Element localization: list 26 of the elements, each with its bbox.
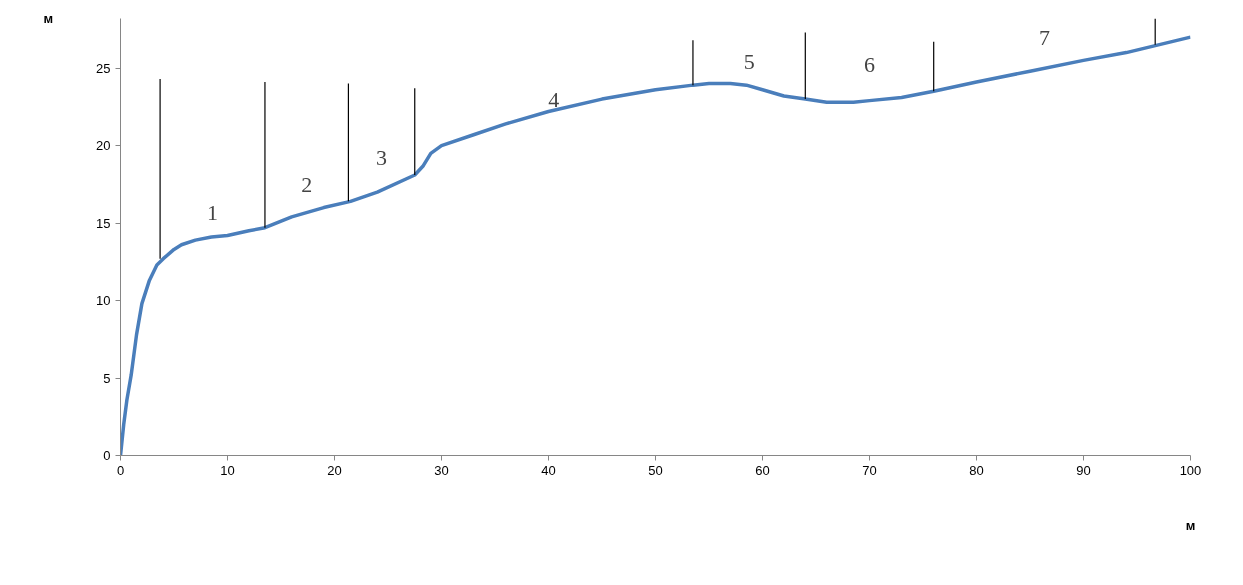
x-tick-label: 40 bbox=[541, 462, 556, 478]
y-tick-label: 0 bbox=[103, 448, 111, 463]
annotation: 7 bbox=[1038, 25, 1050, 51]
y-tick-label: 15 bbox=[96, 215, 111, 231]
x-tick-label: 100 bbox=[1179, 462, 1202, 478]
x-tick-label: 60 bbox=[755, 462, 770, 478]
annotation: 2 bbox=[301, 171, 313, 197]
y-axis-title: м bbox=[43, 11, 54, 26]
y-tick-label: 20 bbox=[96, 138, 111, 154]
x-tick-label: 10 bbox=[220, 462, 235, 478]
y-tick-label: 10 bbox=[96, 293, 111, 309]
annotation: 4 bbox=[548, 87, 560, 113]
annotation: 6 bbox=[864, 52, 875, 78]
x-tick-label: 20 bbox=[327, 462, 342, 478]
x-axis-title: м bbox=[1185, 517, 1196, 533]
y-tick-label: 25 bbox=[96, 60, 111, 76]
annotation: 1 bbox=[207, 200, 219, 226]
annotation: 5 bbox=[743, 49, 755, 75]
x-tick-label: 50 bbox=[648, 462, 663, 478]
x-tick-label: 70 bbox=[862, 462, 877, 478]
x-tick-label: 80 bbox=[969, 462, 984, 478]
annotation: 3 bbox=[376, 145, 388, 171]
x-tick-label: 30 bbox=[434, 462, 449, 478]
x-tick-label: 90 bbox=[1076, 462, 1091, 478]
y-tick-label: 5 bbox=[103, 370, 111, 386]
x-tick-label: 0 bbox=[116, 462, 125, 478]
